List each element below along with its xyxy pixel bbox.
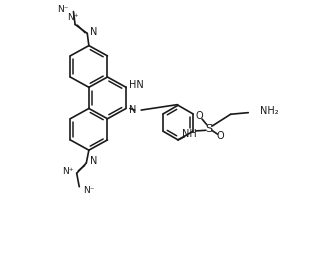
Text: N: N — [129, 105, 136, 115]
Text: N⁺: N⁺ — [62, 167, 74, 176]
Text: NH: NH — [182, 129, 197, 139]
Text: O: O — [217, 131, 225, 141]
Text: N⁻: N⁻ — [83, 186, 95, 195]
Text: NH₂: NH₂ — [260, 106, 278, 116]
Text: N: N — [90, 27, 98, 37]
Text: HN: HN — [129, 80, 144, 90]
Text: O: O — [196, 111, 203, 122]
Text: S: S — [205, 124, 212, 134]
Text: N⁺: N⁺ — [67, 13, 78, 22]
Text: N: N — [90, 156, 97, 166]
Text: N⁻: N⁻ — [57, 5, 69, 13]
